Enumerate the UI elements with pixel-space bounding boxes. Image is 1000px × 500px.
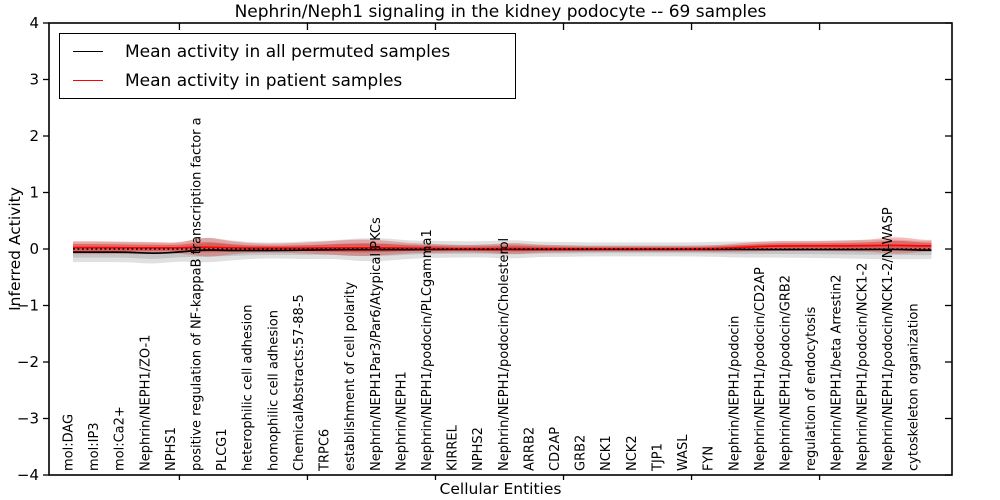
x-tick-label: NPHS2 [471,427,486,471]
y-tick-label: 2 [29,127,39,145]
legend-label: Mean activity in all permuted samples [125,41,451,62]
x-tick-label: mol:DAG [62,414,77,471]
x-tick-label: Nephrin/NEPH1/podocin/GRB2 [778,275,793,471]
x-tick-label: TJP1 [650,443,665,472]
x-tick-label: GRB2 [574,435,589,471]
x-tick-label: mol:Ca2+ [113,406,128,471]
x-tick-label: KIRREL [446,424,461,471]
x-tick-label: PLCG1 [215,428,230,471]
x-tick-label: homophilic cell adhesion [266,310,281,471]
y-axis-label: Inferred Activity [6,187,24,311]
y-tick-label: 1 [29,184,39,202]
x-tick-label: Nephrin/NEPH1 [394,371,409,471]
x-tick-label: Nephrin/NEPH1Par3/Par6/Atypical PKCs [369,217,384,471]
x-tick-label: Nephrin/NEPH1/podocin [727,316,742,471]
x-tick-label: Nephrin/NEPH1/podocin/NCK1-2/N-WASP [881,207,896,471]
x-tick-label: NCK1 [599,435,614,471]
x-tick-label: ARRB2 [522,427,537,471]
x-tick-label: heterophilic cell adhesion [241,305,256,472]
x-tick-label: WASL [676,434,691,471]
y-tick-label: −3 [17,410,39,428]
y-tick-label: 3 [29,71,39,89]
y-tick-label: 0 [29,240,39,258]
x-tick-label: establishment of cell polarity [343,282,358,471]
plot-border [48,22,953,476]
violin-permuted-outer [73,237,932,264]
y-tick-label: −2 [17,353,39,371]
x-tick-label: NPHS1 [164,427,179,471]
y-tick-label: −1 [17,297,39,315]
x-tick-label: Nephrin/NEPH1/beta Arrestin2 [830,275,845,472]
x-tick-label: TRPC6 [318,429,333,472]
x-tick-label: regulation of endocytosis [804,306,819,471]
legend-entry-permuted: Mean activity in all permuted samples [60,37,515,66]
x-tick-label: Nephrin/NEPH1/podocin/Cholesterol [497,238,512,471]
legend-entry-patient: Mean activity in patient samples [60,66,515,95]
x-tick-label: Nephrin/NEPH1/podocin/CD2AP [753,267,768,471]
x-tick-label: FYN [702,446,717,471]
x-tick-label: Nephrin/NEPH1/podocin/NCK1-2 [855,263,870,471]
chart-title: Nephrin/Neph1 signaling in the kidney po… [234,2,767,22]
x-axis-label: Cellular Entities [439,480,562,498]
x-tick-label: Nephrin/NEPH1/ZO-1 [138,335,153,471]
x-tick-label: mol:IP3 [87,422,102,471]
legend-box: Mean activity in all permuted samples Me… [59,33,516,99]
x-tick-label: CD2AP [548,427,563,471]
x-tick-label: ChemicalAbstracts:57-88-5 [292,294,307,471]
x-tick-label: Nephrin/NEPH1/podocin/PLCgamma1 [420,229,435,471]
x-tick-label: positive regulation of NF-kappaB transcr… [190,117,205,471]
y-tick-label: −4 [17,466,39,484]
x-tick-label: cytoskeleton organization [907,303,922,471]
violin-patient-outer [73,237,932,257]
legend-label: Mean activity in patient samples [125,70,403,91]
x-tick-label: NCK2 [625,435,640,471]
y-tick-label: 4 [29,14,39,32]
legend-line-sample-red [73,80,103,81]
violin-permuted-inner [73,243,932,259]
mean-line-patient [73,244,932,250]
legend-line-sample-black [73,51,103,52]
